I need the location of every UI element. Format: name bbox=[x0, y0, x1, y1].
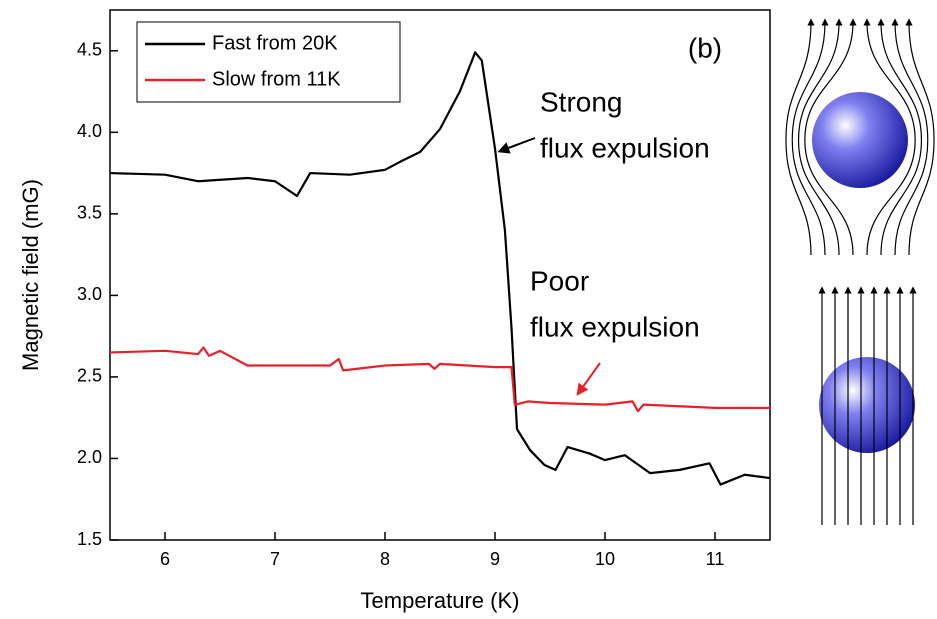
x-tick-label: 10 bbox=[595, 549, 615, 569]
y-tick-label: 2.5 bbox=[77, 366, 102, 386]
x-tick-label: 6 bbox=[160, 549, 170, 569]
annotation-arrow bbox=[497, 137, 536, 154]
field-line bbox=[863, 18, 916, 256]
y-tick-label: 3.0 bbox=[77, 284, 102, 304]
legend-label: Slow from 11K bbox=[212, 68, 341, 90]
y-tick-label: 4.0 bbox=[77, 121, 102, 141]
annotation: Poor bbox=[530, 265, 589, 296]
y-tick-label: 4.5 bbox=[77, 40, 102, 60]
annotation-arrow bbox=[576, 362, 601, 396]
panel-label: (b) bbox=[688, 32, 722, 63]
x-axis-title: Temperature (K) bbox=[361, 588, 520, 613]
y-tick-label: 2.0 bbox=[77, 447, 102, 467]
data-line bbox=[109, 51, 771, 486]
annotation: flux expulsion bbox=[530, 311, 700, 342]
y-tick-label: 3.5 bbox=[77, 203, 102, 223]
flux-diagrams bbox=[785, 18, 935, 525]
sphere bbox=[812, 92, 908, 188]
field-line bbox=[797, 18, 843, 256]
sphere bbox=[819, 357, 915, 453]
y-tick-label: 1.5 bbox=[77, 529, 102, 549]
y-axis-title: Magnetic field (mG) bbox=[18, 179, 43, 371]
field-line bbox=[891, 18, 929, 256]
x-tick-label: 8 bbox=[380, 549, 390, 569]
plot-frame bbox=[109, 9, 771, 541]
legend-box bbox=[136, 21, 401, 103]
field-line bbox=[791, 18, 829, 256]
x-tick-label: 11 bbox=[706, 549, 725, 569]
x-tick-label: 9 bbox=[490, 549, 500, 569]
annotation: flux expulsion bbox=[540, 132, 710, 163]
x-tick-label: 7 bbox=[270, 549, 280, 569]
field-line bbox=[905, 18, 935, 256]
data-line bbox=[109, 346, 770, 413]
field-line bbox=[785, 18, 815, 256]
field-line bbox=[877, 18, 923, 256]
annotation: Strong bbox=[540, 86, 623, 117]
field-line bbox=[804, 18, 857, 256]
legend-label: Fast from 20K bbox=[212, 32, 338, 54]
